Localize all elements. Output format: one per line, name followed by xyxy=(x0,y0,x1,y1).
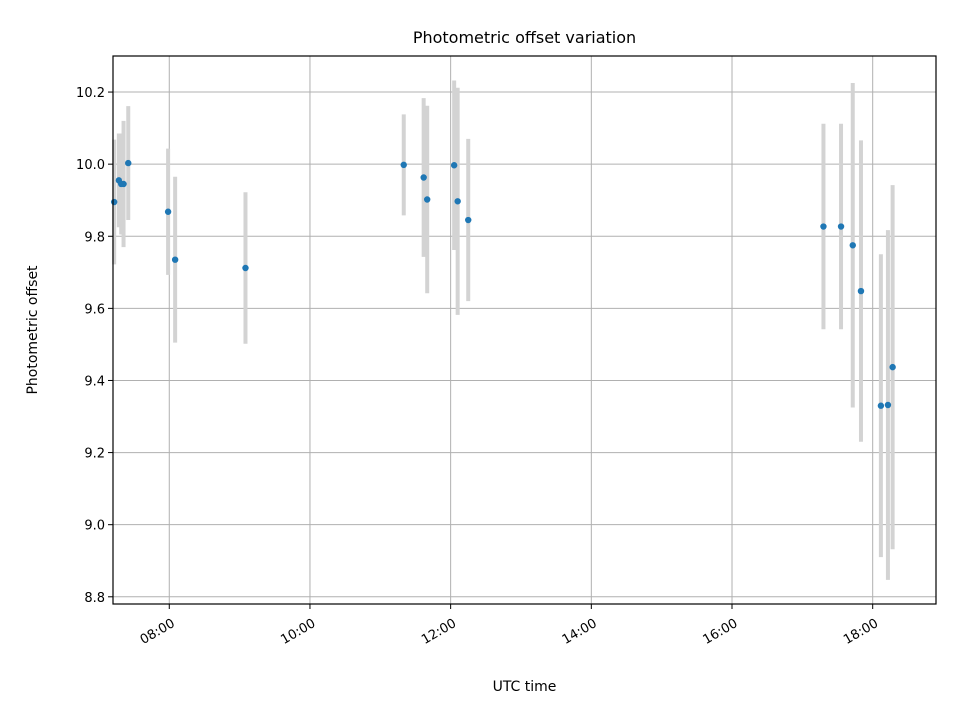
x-axis-label: UTC time xyxy=(493,679,557,695)
data-point-19 xyxy=(884,401,892,409)
grid xyxy=(113,56,936,604)
x-tick-label: 18:00 xyxy=(841,616,881,648)
x-tick-label: 14:00 xyxy=(560,616,600,648)
data-point-8 xyxy=(400,161,407,169)
data-point-20 xyxy=(889,363,896,371)
data-point-6 xyxy=(171,256,179,263)
data-point-14 xyxy=(820,223,827,230)
data-point-5 xyxy=(164,208,172,215)
data-point-17 xyxy=(857,287,865,295)
data-points xyxy=(110,159,896,409)
data-point-12 xyxy=(454,198,461,205)
y-axis-ticks: 8.8 9.0 9.2 9.4 9.6 9.8 10.0 10.2 xyxy=(76,86,113,606)
data-point-16 xyxy=(849,242,856,249)
error-bars xyxy=(112,80,895,580)
data-point-13 xyxy=(465,216,472,224)
x-tick-label: 08:00 xyxy=(138,616,178,648)
y-tick-label: 9.4 xyxy=(84,374,105,389)
x-tick-label: 12:00 xyxy=(419,616,459,648)
y-tick-label: 8.8 xyxy=(84,591,105,606)
data-point-9 xyxy=(420,174,427,181)
data-point-4 xyxy=(125,159,132,167)
y-axis-label: Photometric offset xyxy=(25,265,41,395)
plot-frame xyxy=(112,55,937,605)
x-axis-ticks: 08:00 10:00 12:00 14:00 16:00 18:00 xyxy=(138,604,881,648)
data-point-0 xyxy=(110,198,118,206)
data-point-10 xyxy=(423,196,431,203)
y-tick-label: 10.0 xyxy=(76,158,105,173)
y-tick-label: 9.0 xyxy=(84,519,105,534)
data-point-7 xyxy=(242,264,249,272)
x-tick-label: 16:00 xyxy=(700,616,740,648)
data-point-3 xyxy=(120,180,127,188)
y-tick-label: 9.2 xyxy=(84,447,105,462)
x-tick-label: 10:00 xyxy=(278,616,318,648)
data-point-11 xyxy=(450,162,458,169)
y-tick-label: 9.8 xyxy=(84,230,105,245)
data-point-18 xyxy=(877,402,885,409)
chart-title: Photometric offset variation xyxy=(413,28,636,47)
y-tick-label: 10.2 xyxy=(76,86,105,101)
y-tick-label: 9.6 xyxy=(84,302,105,317)
data-point-15 xyxy=(837,223,845,230)
